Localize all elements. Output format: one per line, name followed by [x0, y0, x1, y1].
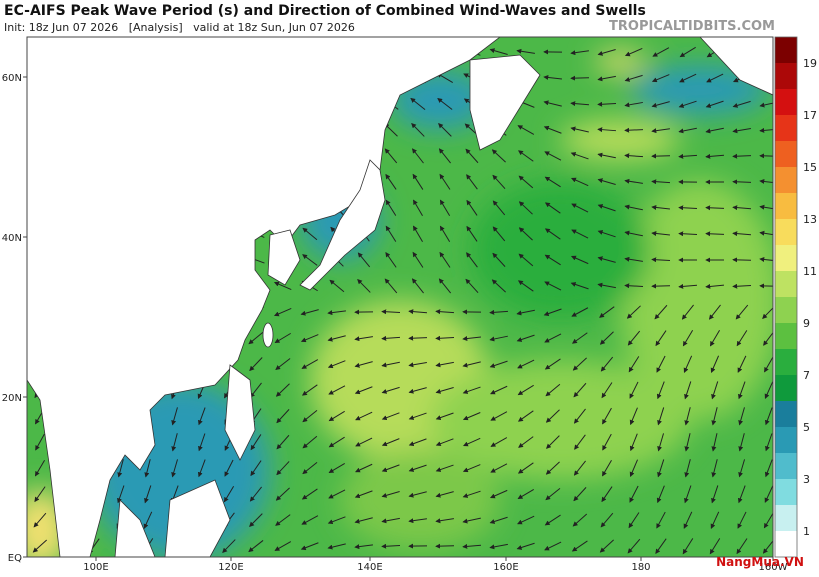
lat-label: 60N [2, 73, 22, 84]
lat-labels: 60N 40N 20N EQ [2, 73, 27, 564]
lon-label: 160E [493, 562, 518, 573]
arrow [652, 286, 670, 287]
colorbar-label: 17 [803, 109, 817, 122]
colorbar-label: 7 [803, 369, 810, 382]
lon-label: 100E [83, 562, 108, 573]
colorbar-label: 15 [803, 161, 817, 174]
lon-label: 120E [218, 562, 243, 573]
init-line: Init: 18z Jun 07 2026 [Analysis] valid a… [4, 21, 355, 34]
colorbar-label: 11 [803, 265, 817, 278]
colorbar-band [775, 193, 797, 219]
arrow [733, 182, 751, 183]
colorbar-band [775, 375, 797, 401]
colorbar-band [775, 453, 797, 479]
colorbar-band [775, 167, 797, 193]
colorbar-band [775, 63, 797, 89]
colorbar-band [775, 37, 797, 63]
colorbar-band [775, 349, 797, 375]
colorbar-band [775, 297, 797, 323]
lon-label: 180 [631, 562, 650, 573]
watermark: NangMua.VN [716, 555, 804, 569]
colorbar-band [775, 479, 797, 505]
colorbar-band [775, 401, 797, 427]
arrow [733, 260, 751, 261]
title: EC-AIFS Peak Wave Period (s) and Directi… [4, 3, 646, 19]
lon-label: 140E [357, 562, 382, 573]
colorbar-band [775, 115, 797, 141]
colorbar-band [775, 531, 797, 557]
colorbar-band [775, 505, 797, 531]
colorbar-band [775, 323, 797, 349]
map-field [10, 37, 780, 570]
colorbar-label: 1 [803, 525, 810, 538]
colorbar-label: 9 [803, 317, 810, 330]
colorbar-band [775, 89, 797, 115]
colorbar-band [775, 245, 797, 271]
lat-label: 40N [2, 233, 22, 244]
colorbar-band [775, 219, 797, 245]
colorbar-label: 5 [803, 421, 810, 434]
colorbar-band [775, 141, 797, 167]
arrow [571, 78, 589, 79]
colorbar-band [775, 271, 797, 297]
arrow [436, 546, 454, 547]
colorbar-label: 13 [803, 213, 817, 226]
source: TROPICALTIDBITS.COM [609, 19, 775, 34]
colorbar-label: 3 [803, 473, 810, 486]
lat-label: 20N [2, 393, 22, 404]
colorbar-label: 19 [803, 57, 817, 70]
colorbar-band [775, 427, 797, 453]
lat-label: EQ [8, 553, 22, 564]
